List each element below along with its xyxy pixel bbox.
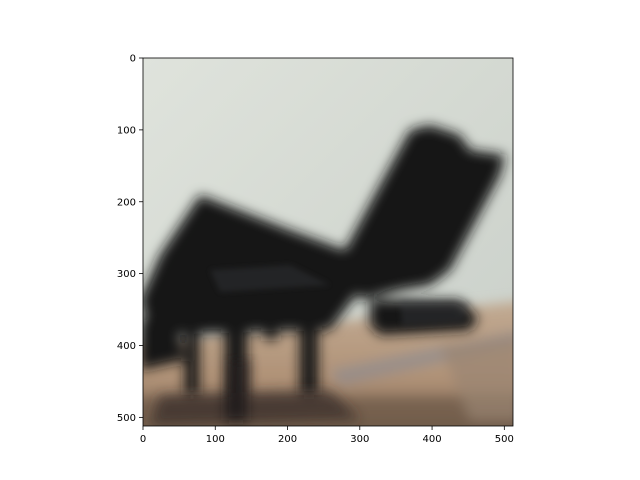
- image-frame: [142, 57, 514, 427]
- y-tick-label: 200: [117, 197, 136, 208]
- photo-image: [143, 58, 513, 426]
- x-tick-label: 200: [278, 434, 297, 445]
- x-tick-label: 100: [206, 434, 225, 445]
- x-tick-label: 0: [140, 434, 146, 445]
- y-tick-label: 0: [130, 54, 136, 65]
- y-tick-label: 500: [117, 413, 136, 424]
- y-tick-label: 400: [117, 341, 136, 352]
- y-tick-label: 100: [117, 125, 136, 136]
- y-axis: 0 100 200 300 400 500: [117, 54, 143, 424]
- y-tick-label: 300: [117, 269, 136, 280]
- x-tick-label: 300: [350, 434, 369, 445]
- x-tick-label: 500: [495, 434, 514, 445]
- x-tick-label: 400: [423, 434, 442, 445]
- x-axis: 0 100 200 300 400 500: [140, 426, 514, 445]
